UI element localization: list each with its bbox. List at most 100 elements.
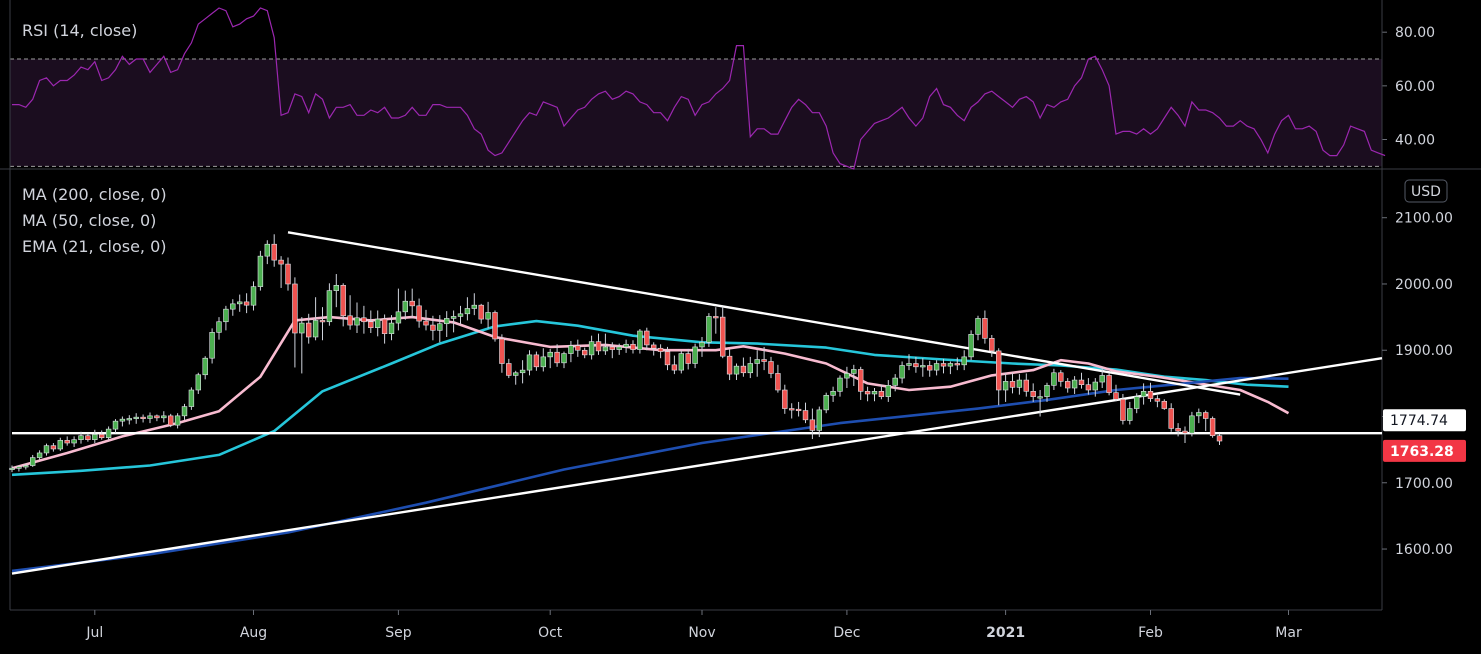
candle bbox=[713, 307, 719, 334]
candle-body bbox=[278, 259, 284, 265]
rsi-title: RSI (14, close) bbox=[22, 21, 137, 40]
currency-label: USD bbox=[1411, 184, 1441, 200]
candle bbox=[1078, 372, 1085, 389]
candle-body bbox=[1189, 415, 1195, 434]
candle-body bbox=[920, 365, 926, 368]
candle-body bbox=[1216, 435, 1223, 442]
candle-body bbox=[968, 334, 974, 358]
legend-ema21: EMA (21, close, 0) bbox=[22, 237, 167, 256]
candle bbox=[913, 356, 919, 373]
price-label-box bbox=[1383, 409, 1466, 432]
candle-body bbox=[326, 290, 333, 323]
candle bbox=[1099, 366, 1105, 389]
candle bbox=[595, 333, 602, 355]
candle-body bbox=[602, 346, 609, 352]
candle-body bbox=[71, 439, 77, 444]
candle-body bbox=[1168, 408, 1174, 429]
candle bbox=[423, 309, 429, 331]
candle bbox=[540, 348, 547, 372]
time-tick-label: Dec bbox=[833, 625, 860, 641]
candle bbox=[57, 437, 64, 451]
candle bbox=[443, 311, 450, 337]
time-tick-label: Oct bbox=[538, 625, 563, 641]
currency-badge[interactable] bbox=[1404, 179, 1448, 203]
candle bbox=[1134, 393, 1140, 414]
candle bbox=[775, 364, 781, 393]
candle bbox=[1044, 382, 1050, 402]
candle bbox=[216, 317, 222, 340]
candle-body bbox=[188, 389, 195, 407]
candle-body bbox=[1209, 418, 1216, 437]
candle-body bbox=[581, 349, 588, 356]
candle bbox=[864, 386, 871, 402]
candle-body bbox=[223, 308, 229, 323]
candle-body bbox=[561, 353, 567, 364]
candle-body bbox=[768, 361, 774, 374]
candle-body bbox=[1051, 372, 1057, 386]
candle bbox=[512, 370, 519, 385]
candle-body bbox=[388, 322, 395, 334]
candle bbox=[581, 347, 588, 359]
candle bbox=[1106, 372, 1112, 396]
candle-body bbox=[243, 301, 250, 306]
candle-body bbox=[50, 445, 57, 450]
candle-body bbox=[312, 320, 319, 338]
candle bbox=[602, 333, 609, 355]
candle bbox=[361, 305, 367, 334]
candle-body bbox=[105, 428, 112, 439]
price-label-text: 1774.74 bbox=[1390, 413, 1448, 429]
candle bbox=[920, 358, 926, 377]
candle bbox=[575, 339, 581, 357]
time-axis: Jul Aug Sep Oct Nov Dec 2021 Feb Mar bbox=[85, 610, 1302, 641]
candle bbox=[140, 414, 146, 423]
candle-body bbox=[437, 323, 443, 331]
candle-body bbox=[402, 300, 408, 313]
candle-body bbox=[519, 369, 526, 374]
candle bbox=[526, 350, 533, 376]
rsi-band bbox=[10, 59, 1382, 167]
candle bbox=[740, 357, 747, 377]
candle bbox=[547, 348, 553, 369]
candle bbox=[1216, 433, 1223, 445]
candle bbox=[761, 346, 767, 371]
candle-body bbox=[430, 324, 436, 331]
candle bbox=[492, 310, 498, 342]
candle bbox=[1196, 408, 1202, 424]
candle-body bbox=[492, 312, 498, 340]
candle-body bbox=[885, 385, 892, 397]
candle-body bbox=[250, 286, 257, 306]
candle bbox=[285, 257, 291, 291]
candle-body bbox=[823, 395, 829, 411]
candle bbox=[899, 361, 905, 384]
candle bbox=[788, 403, 795, 419]
candle bbox=[305, 313, 312, 344]
rsi-pane: 80.00 60.00 40.00 RSI (14, close) bbox=[10, 21, 1435, 167]
candle bbox=[699, 336, 705, 357]
candle-body bbox=[23, 465, 29, 468]
candle bbox=[188, 387, 195, 410]
candle bbox=[43, 443, 50, 456]
candle-body bbox=[892, 377, 898, 386]
candle bbox=[802, 402, 809, 424]
candle bbox=[782, 384, 788, 414]
candle bbox=[29, 454, 36, 467]
candle-body bbox=[471, 304, 477, 309]
rsi-tick-label: 40.00 bbox=[1395, 132, 1435, 148]
candle-body bbox=[16, 466, 22, 469]
candle-body bbox=[775, 373, 781, 391]
candle-body bbox=[450, 316, 457, 319]
time-tick-label: 2021 bbox=[986, 625, 1025, 641]
candle-body bbox=[64, 440, 70, 444]
candle-body bbox=[657, 347, 664, 352]
candle-body bbox=[947, 363, 954, 367]
candle bbox=[830, 386, 836, 402]
candle-body bbox=[416, 305, 422, 322]
candle bbox=[995, 348, 1002, 406]
candle-body bbox=[140, 416, 146, 419]
time-tick-label: Jul bbox=[85, 625, 103, 641]
candle-body bbox=[616, 346, 622, 350]
price-label-box bbox=[1383, 439, 1466, 462]
candle-body bbox=[85, 435, 91, 440]
candle bbox=[381, 314, 388, 344]
candle-body bbox=[333, 285, 339, 291]
